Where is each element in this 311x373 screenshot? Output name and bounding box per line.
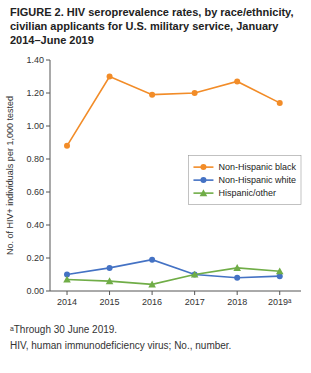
x-tick-label: 2016 [142,297,162,307]
footnote: ᵃThrough 30 June 2019. [10,324,117,335]
x-tick [152,291,153,295]
point [149,257,155,263]
legend-label: Non-Hispanic white [218,175,296,185]
y-tick [46,126,50,127]
x-tick-label: 2019ᵃ [268,297,292,307]
y-tick [46,159,50,160]
x-tick [279,291,280,295]
y-tick [46,258,50,259]
point [277,100,283,106]
line [67,77,280,146]
x-tick-label: 2018 [227,297,247,307]
x-tick [194,291,195,295]
line [67,268,280,285]
point [276,267,284,274]
title: FIGURE 2. HIV seroprevalence rates, by r… [10,6,293,46]
y-tick [46,192,50,193]
point [106,277,114,284]
y-tick [46,225,50,226]
legend-box [188,156,301,205]
point [64,143,70,149]
x-tick [67,291,68,295]
footnote: HIV, human immunodeficiency virus; No., … [10,340,231,351]
y-tick [46,60,50,61]
point [191,271,199,278]
y-tick-label: 0.20 [26,253,44,263]
point [107,265,113,271]
y-tick-label: 1.40 [26,55,44,65]
point [63,276,71,283]
series [64,74,283,149]
legend-label: Non-Hispanic black [218,162,296,172]
x-axis-line [50,291,301,292]
y-tick [46,93,50,94]
point [148,281,156,288]
y-tick-label: 0.80 [26,154,44,164]
x-tick-label: 2017 [185,297,205,307]
y-axis-line [50,60,51,291]
point [107,74,113,80]
point [192,272,198,278]
y-tick [46,291,50,292]
text-line: civilian applicants for U.S. military se… [10,20,279,32]
x-tick-label: 2015 [100,297,120,307]
point [234,78,240,84]
y-tick-label: 0.00 [26,286,44,296]
y-tick-label: 0.60 [26,187,44,197]
legend-label: Hispanic/other [218,188,276,198]
x-tick [237,291,238,295]
legend: Non-Hispanic black Non-Hispanic white Hisp… [188,156,301,205]
y-tick-label: 0.40 [26,220,44,230]
y-tick-label: 1.00 [26,121,44,131]
y-tick-label: 1.20 [26,88,44,98]
axes: 0.00 0.20 0.40 0.60 0.80 1.00 1.20 1.40 2014 2015… [26,55,301,307]
text-line: ᵃThrough 30 June 2019. [10,324,117,335]
x-tick [109,291,110,295]
chart: FIGURE 2. HIV seroprevalence rates, by r… [0,0,311,373]
text-line: FIGURE 2. HIV seroprevalence rates, by r… [10,6,293,18]
text-line: 2014–June 2019 [10,34,94,46]
legend-marker [200,177,206,183]
legend-marker [200,189,208,196]
x-tick-label: 2014 [57,297,77,307]
series [63,264,283,287]
y-axis-label: No. of HIV+ individuals per 1,000 tested [5,96,15,255]
text-line: HIV, human immunodeficiency virus; No., … [10,340,231,351]
legend-marker [200,164,206,170]
point [149,92,155,98]
point [234,275,240,281]
point [192,90,198,96]
point [233,264,241,271]
